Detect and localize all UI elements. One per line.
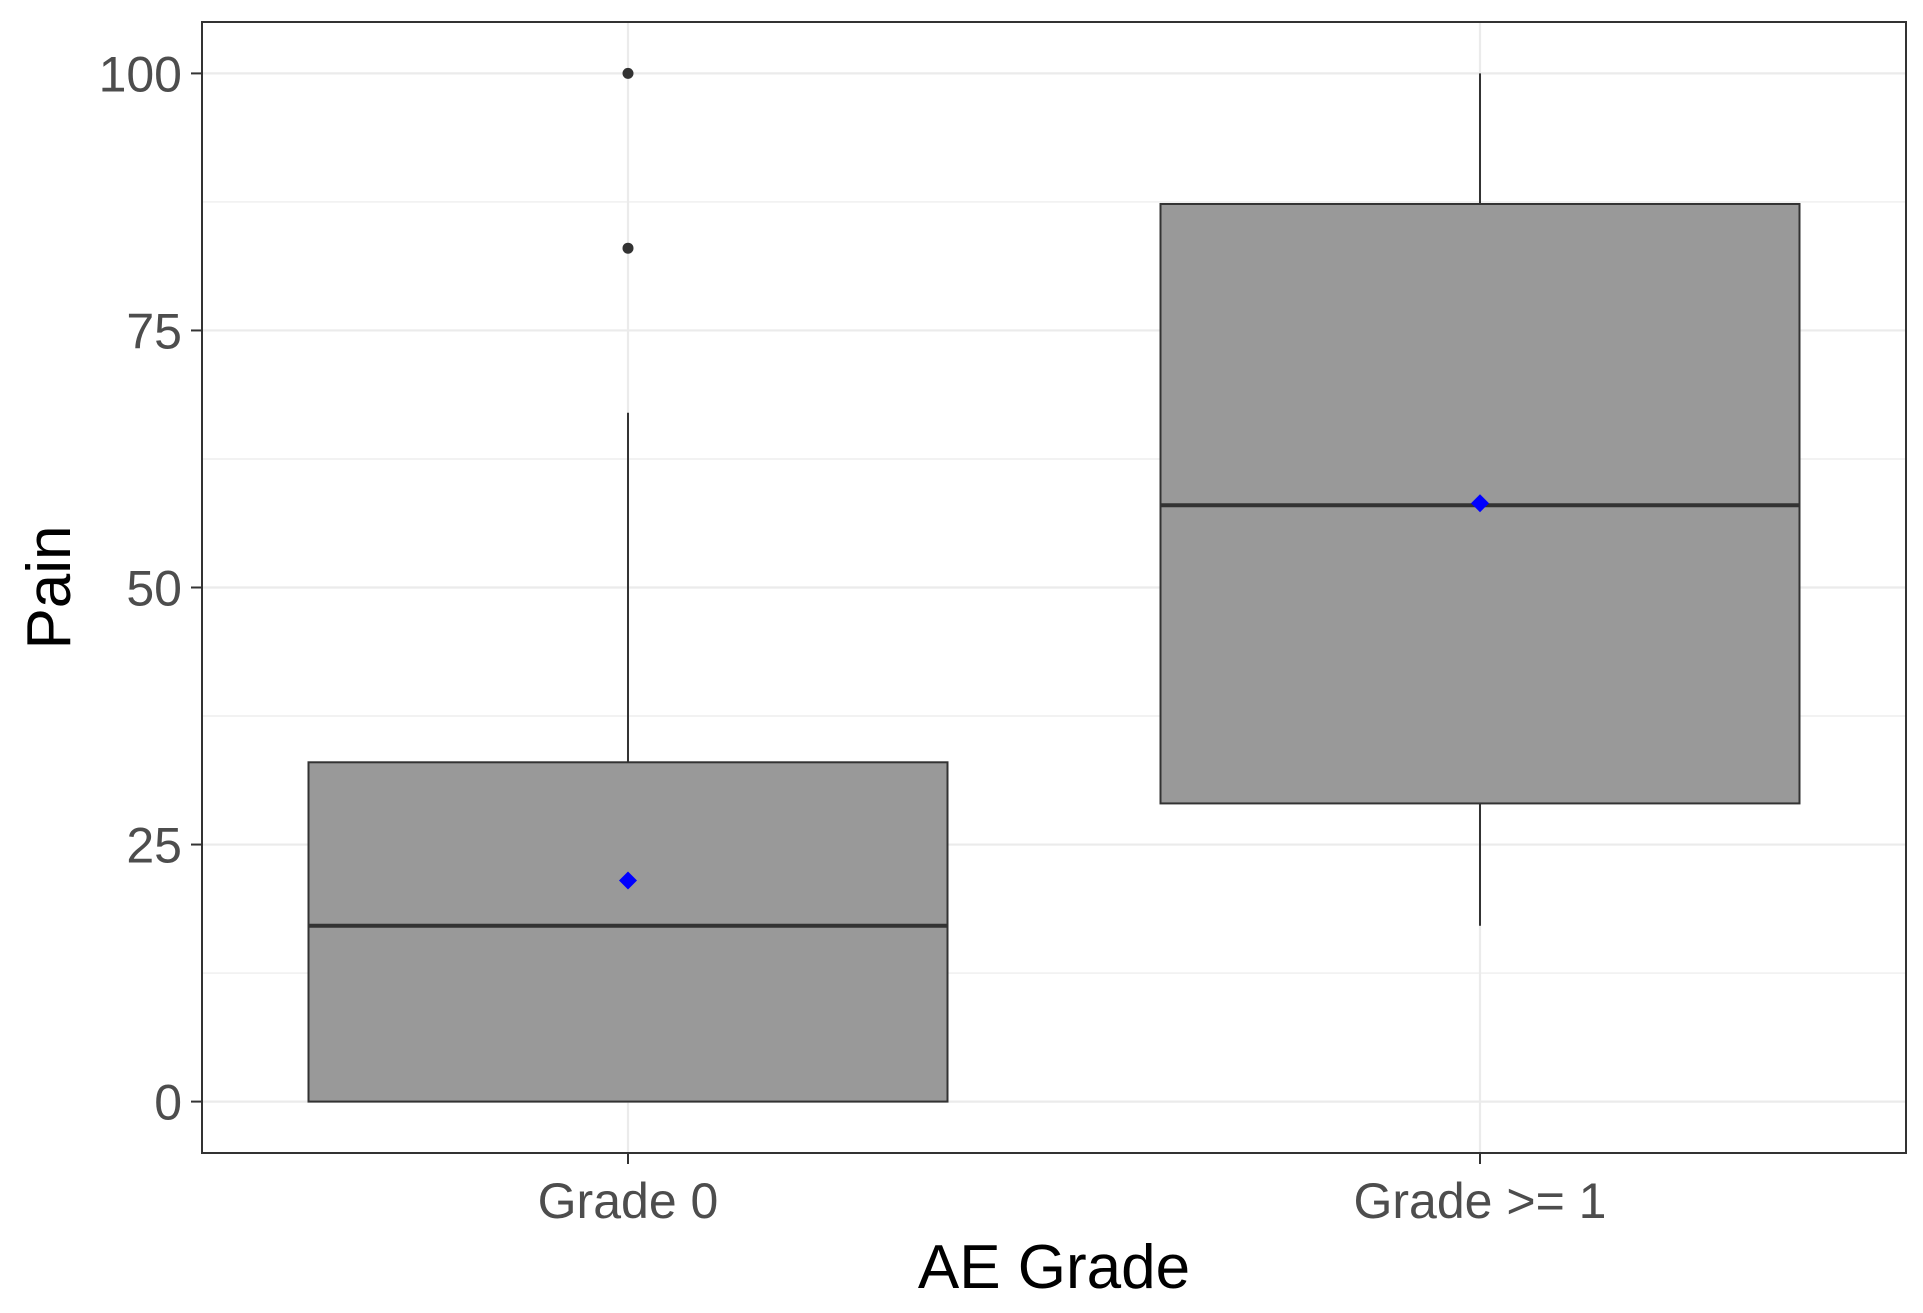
y-tick-label: 25 (126, 818, 182, 874)
box-body (307, 761, 949, 1103)
outlier-point (622, 67, 634, 79)
y-tick-label: 0 (154, 1075, 182, 1131)
box-1 (307, 67, 949, 1103)
y-axis-title: Pain (15, 525, 84, 649)
x-axis-title: AE Grade (918, 1233, 1190, 1302)
box-layer (307, 67, 1801, 1103)
outlier-point (622, 242, 634, 254)
mean-marker (619, 871, 637, 890)
x-tick-label: Grade 0 (538, 1173, 719, 1229)
y-tick-label: 50 (126, 561, 182, 617)
mean-marker (1471, 494, 1489, 513)
y-tick-label: 75 (126, 303, 182, 359)
box-2 (1159, 73, 1801, 926)
y-tick-label: 100 (99, 46, 182, 102)
tick-layer: 0 25 50 75 100 Grade 0 Grade >= 1 (99, 46, 1607, 1229)
x-tick-label: Grade >= 1 (1354, 1173, 1607, 1229)
